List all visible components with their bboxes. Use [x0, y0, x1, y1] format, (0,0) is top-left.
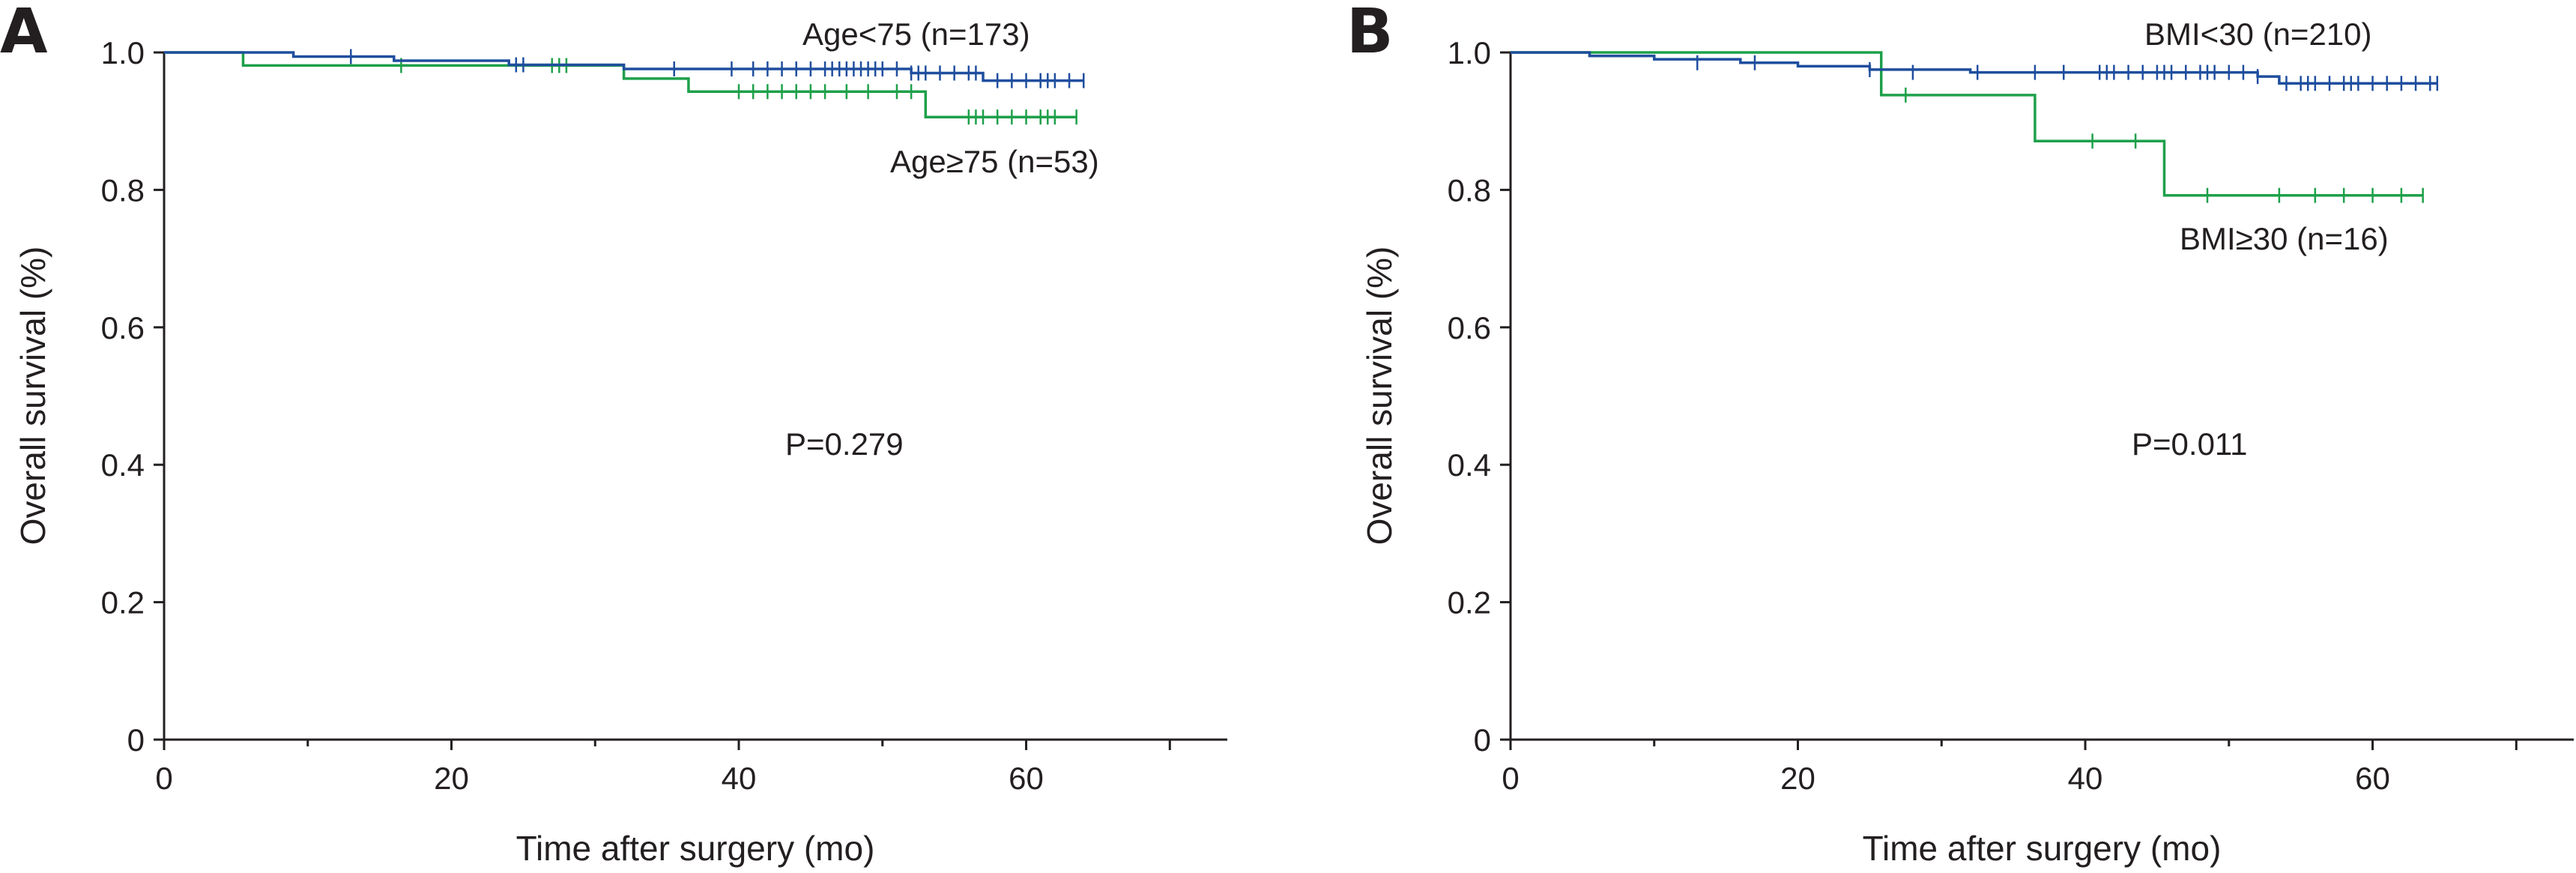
p-value-label: P=0.011 — [2132, 426, 2248, 462]
x-tick-label: 20 — [434, 761, 469, 796]
y-tick-label: 0.4 — [1448, 447, 1491, 483]
km-curve-blue — [1511, 51, 2437, 85]
y-ticks: 0 0.2 0.4 0.6 0.8 1.0 — [101, 35, 164, 758]
panel-letter-b: B — [1346, 0, 1394, 67]
x-tick-label: 40 — [722, 761, 757, 796]
y-tick-label: 1.0 — [101, 35, 145, 70]
x-ticks: 0 20 40 60 — [155, 740, 1171, 796]
y-tick-label: 0.6 — [1448, 310, 1491, 345]
y-tick-label: 0 — [127, 722, 145, 758]
y-axis-title: Overall survival (%) — [13, 247, 52, 546]
y-tick-label: 0 — [1474, 722, 1491, 758]
x-tick-label: 40 — [2068, 761, 2103, 796]
p-value-label: P=0.279 — [785, 426, 904, 462]
legend-label-green: Age≥75 (n=53) — [890, 144, 1099, 179]
legend-label-blue: Age<75 (n=173) — [802, 16, 1030, 52]
series-layer — [164, 49, 1085, 125]
x-tick-label: 60 — [2355, 761, 2390, 796]
x-tick-label: 20 — [1780, 761, 1815, 796]
y-tick-label: 0.6 — [101, 310, 145, 345]
km-curve-blue — [164, 51, 1084, 82]
y-tick-label: 0.2 — [101, 585, 145, 620]
x-tick-label: 60 — [1009, 761, 1044, 796]
x-tick-label: 0 — [1502, 761, 1519, 796]
km-curve-green — [1511, 51, 2423, 197]
x-axis-title: Time after surgery (mo) — [1863, 829, 2222, 868]
x-ticks: 0 20 40 60 — [1502, 740, 2518, 796]
x-axis-title: Time after surgery (mo) — [516, 829, 875, 868]
panel-letter-a: A — [0, 0, 48, 67]
panel-a: A 0 0.2 0.4 0.6 0.8 1.0 0 20 40 60 Overall survi… — [0, 0, 1227, 868]
y-tick-label: 0.2 — [1448, 585, 1491, 620]
x-tick-label: 0 — [155, 761, 172, 796]
km-curve-green — [164, 51, 1077, 118]
panel-b: B 0 0.2 0.4 0.6 0.8 1.0 0 20 40 60 Overall survi… — [1346, 0, 2574, 868]
y-tick-label: 0.8 — [101, 172, 145, 208]
y-axis-title: Overall survival (%) — [1360, 247, 1399, 546]
legend-label-green: BMI≥30 (n=16) — [2180, 221, 2389, 256]
legend-label-blue: BMI<30 (n=210) — [2144, 16, 2372, 52]
y-tick-label: 1.0 — [1448, 35, 1491, 70]
y-tick-label: 0.4 — [101, 447, 145, 483]
y-ticks: 0 0.2 0.4 0.6 0.8 1.0 — [1448, 35, 1511, 758]
series-layer — [1511, 51, 2439, 203]
y-tick-label: 0.8 — [1448, 172, 1491, 208]
